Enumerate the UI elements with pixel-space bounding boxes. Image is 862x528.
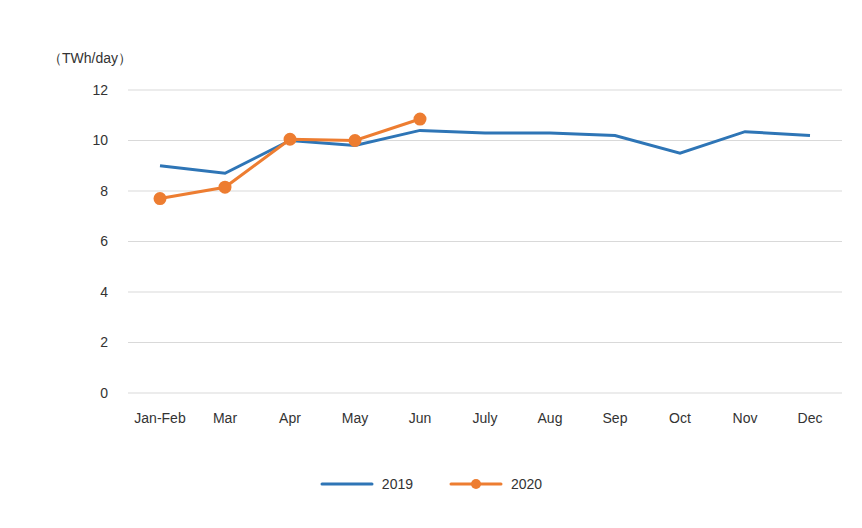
svg-text:10: 10 xyxy=(92,132,108,148)
svg-text:2: 2 xyxy=(100,334,108,350)
svg-text:Apr: Apr xyxy=(279,410,301,426)
svg-text:Nov: Nov xyxy=(733,410,758,426)
html-text:2019: 2019 xyxy=(381,476,413,492)
svg-text:Oct: Oct xyxy=(669,410,691,426)
svg-text:12: 12 xyxy=(92,82,108,98)
html-text:（TWh/day）: （TWh/day） xyxy=(48,50,132,66)
svg-text:July: July xyxy=(473,410,498,426)
svg-text:4: 4 xyxy=(100,284,108,300)
html-text:2020: 2020 xyxy=(511,476,543,492)
svg-text:Dec: Dec xyxy=(798,410,823,426)
svg-text:Sep: Sep xyxy=(603,410,628,426)
svg-text:8: 8 xyxy=(100,183,108,199)
svg-text:0: 0 xyxy=(100,385,108,401)
svg-text:Jun: Jun xyxy=(409,410,432,426)
svg-text:Aug: Aug xyxy=(538,410,563,426)
svg-text:Mar: Mar xyxy=(213,410,237,426)
svg-text:May: May xyxy=(342,410,368,426)
svg-text:Jan-Feb: Jan-Feb xyxy=(134,410,186,426)
svg-text:6: 6 xyxy=(100,233,108,249)
